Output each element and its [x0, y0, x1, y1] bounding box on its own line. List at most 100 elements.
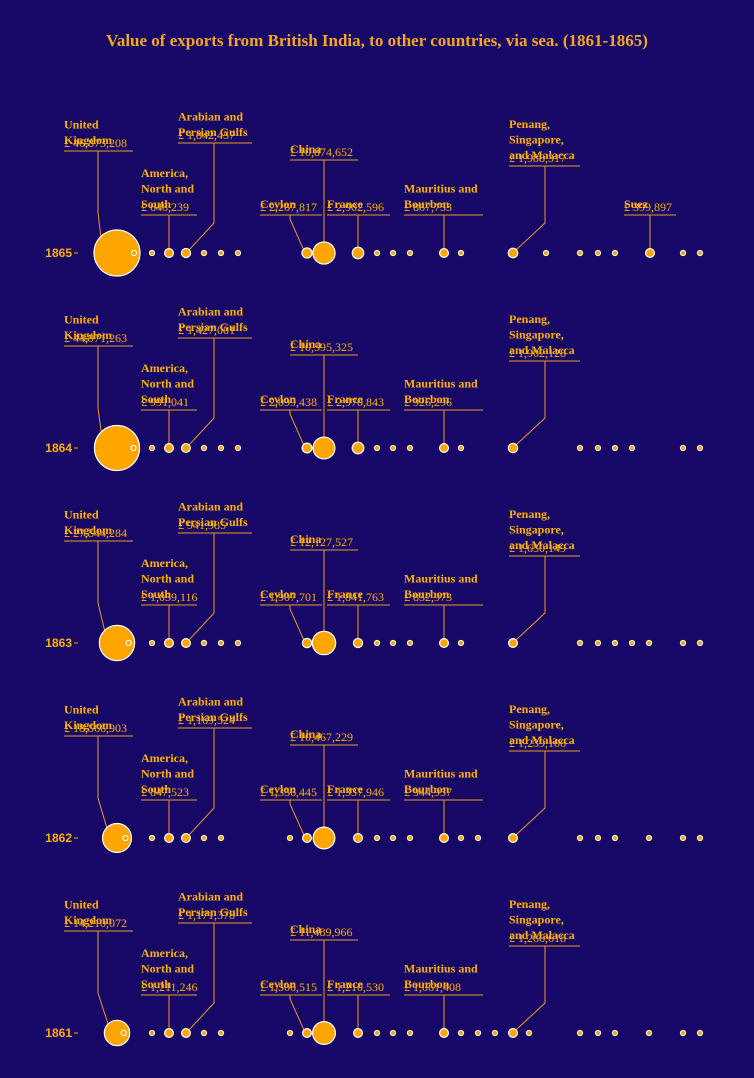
label-name-uk-1864: United — [64, 313, 99, 327]
minor-dot-1863-1 — [200, 639, 208, 647]
minor-dot-1863-4 — [373, 639, 381, 647]
label-value-uk-1862: £ 18,566,903 — [64, 721, 127, 735]
bubble-suez-1865 — [644, 248, 655, 259]
label-name-america-1864: South — [141, 392, 171, 406]
bubble-america-1864 — [164, 443, 175, 454]
label-name-france-1864: France — [327, 392, 364, 406]
label-value-ceylon-1862: £ 1,356,445 — [260, 785, 317, 799]
label-value-gulfs-1862: £ 1,169,524 — [178, 713, 235, 727]
minor-dot-1861-7 — [457, 1029, 465, 1037]
label-name-mauritius-1861: Mauritius and — [404, 962, 478, 976]
leader-ceylon-1863 — [289, 605, 305, 640]
minor-dot-1864-9 — [594, 444, 602, 452]
minor-dot-1863-8 — [576, 639, 584, 647]
leader-gulfs-1862 — [188, 728, 215, 836]
label-value-mauritius-1863: £ 832,973 — [404, 590, 452, 604]
bubble-ceylon-1863 — [301, 637, 313, 649]
bubble-america-1861 — [164, 1027, 175, 1038]
label-name-gulfs-1862: Persian Gulfs — [178, 710, 248, 724]
label-name-penang-1864: Singapore, — [509, 328, 564, 342]
bubble-china-1862 — [312, 826, 336, 850]
minor-dot-1861-16 — [696, 1029, 704, 1037]
bubble-penang-1862 — [508, 832, 519, 843]
bubble-uk-1862 — [101, 822, 133, 854]
label-name-china-1862: China — [290, 727, 321, 741]
minor-dot-1865-12 — [679, 249, 687, 257]
label-value-uk-1861: £ 14,210,072 — [64, 916, 127, 930]
minor-dot-1863-10 — [611, 639, 619, 647]
label-name-france-1863: France — [327, 587, 364, 601]
label-name-mauritius-1864: Bourbon — [404, 392, 450, 406]
label-name-china-1864: China — [290, 337, 321, 351]
bubble-france-1865 — [351, 246, 365, 260]
leader-ceylon-1865 — [289, 215, 304, 250]
label-name-america-1863: South — [141, 587, 171, 601]
label-name-america-1864: America, — [141, 361, 188, 375]
label-name-america-1861: North and — [141, 962, 194, 976]
leader-penang-1863 — [515, 556, 546, 641]
leader-uk-1862 — [97, 736, 108, 829]
bubble-france-1861 — [353, 1027, 364, 1038]
label-name-mauritius-1864: Mauritius and — [404, 377, 478, 391]
bubble-uk-1861 — [103, 1019, 131, 1047]
minor-dot-1863-7 — [457, 639, 465, 647]
label-name-penang-1865: Penang, — [509, 117, 550, 131]
label-name-gulfs-1864: Persian Gulfs — [178, 320, 248, 334]
leader-uk-1864 — [97, 346, 102, 433]
label-value-mauritius-1864: £ 926,296 — [404, 395, 452, 409]
label-value-uk-1864: £ 44,971,263 — [64, 331, 127, 345]
minor-dot-1862-6 — [406, 834, 414, 842]
minor-dot-1861-6 — [406, 1029, 414, 1037]
label-name-china-1861: China — [290, 922, 321, 936]
label-name-penang-1862: Penang, — [509, 702, 550, 716]
minor-dot-1862-8 — [474, 834, 482, 842]
minor-dot-1865-4 — [373, 249, 381, 257]
minor-dot-1862-14 — [696, 834, 704, 842]
label-name-gulfs-1865: Arabian and — [178, 110, 243, 124]
minor-dot-1865-8 — [542, 249, 550, 257]
label-name-china-1863: China — [290, 532, 321, 546]
minor-dot-1865-7 — [457, 249, 465, 257]
label-value-penang-1862: £ 1,239,106 — [509, 736, 566, 750]
minor-dot-1861-0 — [148, 1029, 156, 1037]
label-name-penang-1862: and Malacca — [509, 733, 575, 747]
minor-dot-1862-9 — [576, 834, 584, 842]
bubble-france-1864 — [351, 441, 365, 455]
label-value-gulfs-1861: £ 1,171,378 — [178, 908, 235, 922]
leader-uk-1861 — [97, 931, 109, 1025]
bubble-china-1861 — [312, 1021, 336, 1045]
minor-dot-1864-3 — [234, 444, 242, 452]
label-name-ceylon-1864: Ceylon — [260, 392, 296, 406]
label-value-ceylon-1864: £ 2,099,438 — [260, 395, 317, 409]
bubble-uk-1865 — [93, 229, 141, 277]
minor-dot-1864-2 — [217, 444, 225, 452]
leader-penang-1861 — [515, 946, 546, 1031]
label-name-uk-1861: Kingdom — [64, 913, 112, 927]
label-value-america-1861: £ 1,211,246 — [141, 980, 198, 994]
minor-dot-1861-3 — [286, 1029, 294, 1037]
minor-dot-1861-4 — [373, 1029, 381, 1037]
label-value-china-1865: £ 10,874,652 — [290, 145, 353, 159]
minor-dot-1863-3 — [234, 639, 242, 647]
minor-dot-1863-12 — [645, 639, 653, 647]
minor-dot-1864-5 — [389, 444, 397, 452]
label-name-mauritius-1865: Mauritius and — [404, 182, 478, 196]
bubble-america-1863 — [164, 637, 175, 648]
label-name-ceylon-1865: Ceylon — [260, 197, 296, 211]
bubble-america-1865 — [164, 248, 175, 259]
label-name-mauritius-1865: Bourbon — [404, 197, 450, 211]
label-value-mauritius-1861: £ 1,061,408 — [404, 980, 461, 994]
label-value-ceylon-1861: £ 1,506,515 — [260, 980, 317, 994]
minor-dot-1864-10 — [611, 444, 619, 452]
bubbles-layer — [93, 229, 704, 1047]
label-name-mauritius-1862: Bourbon — [404, 782, 450, 796]
minor-dot-1863-9 — [594, 639, 602, 647]
label-name-uk-1864: Kingdom — [64, 328, 112, 342]
label-name-america-1865: South — [141, 197, 171, 211]
minor-dot-1862-7 — [457, 834, 465, 842]
label-name-gulfs-1863: Persian Gulfs — [178, 515, 248, 529]
label-value-france-1861: £ 1,210,530 — [327, 980, 384, 994]
minor-dot-1861-14 — [645, 1029, 653, 1037]
label-name-gulfs-1864: Arabian and — [178, 305, 243, 319]
